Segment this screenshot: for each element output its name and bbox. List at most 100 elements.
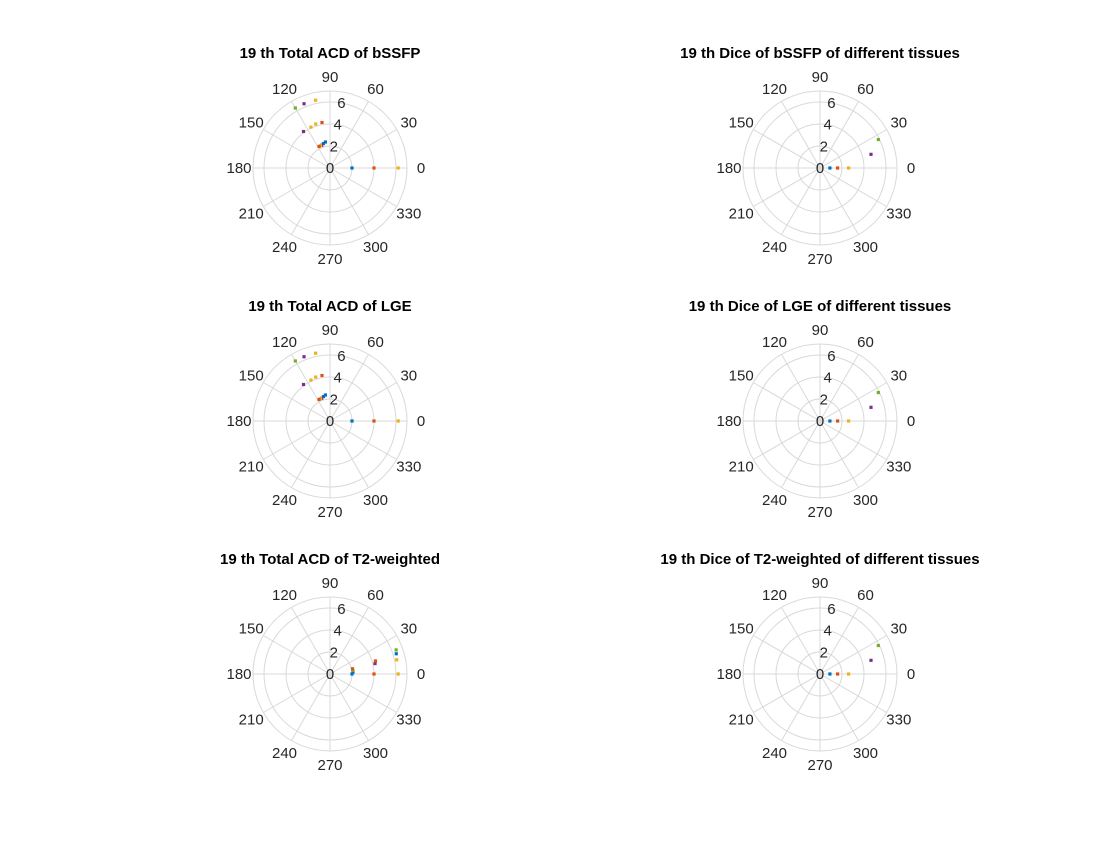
theta-tick-label: 30 — [890, 621, 907, 638]
theta-tick-label: 180 — [226, 160, 251, 177]
angular-grid-line — [753, 129, 887, 207]
r-tick-label: 4 — [333, 370, 341, 387]
data-point — [293, 106, 297, 110]
theta-tick-label: 90 — [322, 322, 339, 339]
data-point — [317, 397, 321, 402]
theta-tick-label: 210 — [729, 459, 754, 476]
data-point — [836, 419, 840, 423]
r-tick-label: 6 — [827, 601, 835, 618]
theta-tick-label: 240 — [762, 745, 787, 762]
r-tick-label: 6 — [337, 348, 345, 365]
theta-tick-label: 150 — [729, 115, 754, 132]
data-point — [302, 355, 306, 359]
theta-tick-label: 210 — [239, 206, 264, 223]
theta-tick-label: 270 — [807, 504, 832, 521]
r-tick-label: 2 — [330, 644, 338, 661]
theta-tick-label: 150 — [239, 115, 264, 132]
theta-tick-label: 30 — [890, 115, 907, 132]
data-point — [301, 382, 306, 387]
data-point — [323, 140, 328, 144]
theta-tick-label: 60 — [367, 81, 384, 98]
r-tick-label: 6 — [337, 601, 345, 618]
theta-tick-label: 30 — [400, 368, 417, 385]
theta-tick-label: 0 — [907, 413, 915, 430]
data-point — [828, 166, 832, 170]
data-point — [373, 662, 377, 666]
r-tick-label: 0 — [816, 160, 824, 177]
data-point — [314, 122, 318, 126]
r-tick-label: 4 — [823, 623, 831, 640]
data-point — [351, 670, 355, 674]
theta-tick-label: 150 — [729, 368, 754, 385]
data-point — [293, 359, 297, 363]
data-point — [836, 672, 840, 676]
data-point — [836, 166, 840, 170]
theta-tick-label: 120 — [272, 81, 297, 98]
data-point — [301, 129, 306, 134]
theta-tick-label: 30 — [400, 621, 417, 638]
theta-tick-label: 180 — [226, 413, 251, 430]
theta-tick-label: 300 — [363, 239, 388, 256]
r-tick-label: 6 — [337, 95, 345, 112]
theta-tick-label: 300 — [853, 492, 878, 509]
r-tick-label: 2 — [820, 644, 828, 661]
data-point — [321, 141, 326, 146]
theta-tick-label: 210 — [239, 712, 264, 729]
chart-title: 19 th Total ACD of bSSFP — [240, 45, 421, 62]
theta-tick-label: 300 — [363, 745, 388, 762]
data-point — [372, 419, 376, 423]
polar-chart-5: 19 th Total ACD of T2-weighted0306090120… — [220, 551, 440, 774]
theta-tick-label: 210 — [729, 206, 754, 223]
r-tick-label: 4 — [333, 117, 341, 134]
theta-tick-label: 60 — [367, 587, 384, 604]
theta-tick-label: 0 — [417, 413, 425, 430]
theta-tick-label: 0 — [417, 160, 425, 177]
data-point — [396, 166, 400, 170]
theta-tick-label: 270 — [807, 251, 832, 268]
r-tick-label: 0 — [816, 413, 824, 430]
theta-tick-label: 60 — [367, 334, 384, 351]
data-point — [313, 351, 318, 355]
data-point — [395, 658, 399, 662]
data-point — [314, 375, 318, 379]
theta-tick-label: 150 — [729, 621, 754, 638]
angular-grid-line — [753, 635, 887, 713]
data-point — [350, 667, 355, 671]
theta-tick-label: 0 — [907, 160, 915, 177]
theta-tick-label: 330 — [886, 712, 911, 729]
theta-tick-label: 90 — [812, 322, 829, 339]
data-point — [396, 672, 400, 676]
r-tick-label: 4 — [823, 117, 831, 134]
polar-chart-3: 19 th Total ACD of LGE030609012015018021… — [226, 298, 425, 521]
theta-tick-label: 240 — [272, 492, 297, 509]
theta-tick-label: 330 — [396, 206, 421, 223]
theta-tick-label: 120 — [762, 587, 787, 604]
data-point — [372, 166, 376, 170]
data-point — [847, 419, 851, 423]
theta-tick-label: 90 — [812, 69, 829, 86]
theta-tick-label: 330 — [396, 712, 421, 729]
theta-tick-label: 240 — [762, 492, 787, 509]
r-tick-label: 6 — [827, 95, 835, 112]
theta-tick-label: 180 — [716, 666, 741, 683]
polar-chart-2: 19 th Dice of bSSFP of different tissues… — [680, 45, 960, 268]
theta-tick-label: 90 — [812, 575, 829, 592]
theta-tick-label: 0 — [417, 666, 425, 683]
theta-tick-label: 240 — [272, 239, 297, 256]
theta-tick-label: 0 — [907, 666, 915, 683]
theta-tick-label: 270 — [317, 251, 342, 268]
theta-tick-label: 30 — [400, 115, 417, 132]
data-point — [350, 166, 354, 170]
data-point — [320, 373, 324, 378]
theta-tick-label: 120 — [762, 334, 787, 351]
data-point — [302, 102, 306, 106]
polar-chart-4: 19 th Dice of LGE of different tissues 0 3… — [689, 298, 952, 521]
theta-tick-label: 300 — [853, 745, 878, 762]
data-point — [394, 648, 398, 652]
data-point — [828, 672, 832, 676]
theta-tick-label: 210 — [239, 459, 264, 476]
r-tick-label: 0 — [326, 160, 334, 177]
theta-tick-label: 120 — [762, 81, 787, 98]
data-point — [394, 652, 398, 656]
